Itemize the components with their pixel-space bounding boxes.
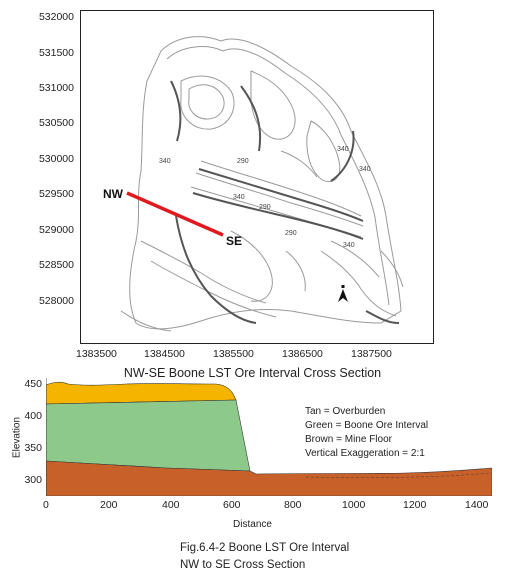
map-x-tick: 1383500 (76, 348, 117, 360)
contour-label: 290 (259, 204, 271, 211)
contour-label: 290 (285, 230, 297, 237)
legend-item-exaggeration: Vertical Exaggeration = 2:1 (305, 448, 425, 459)
map-x-tick: 1385500 (213, 348, 254, 360)
xs-x-tick: 800 (284, 499, 302, 511)
section-start-label: NW (103, 187, 124, 201)
xs-x-tick: 0 (43, 499, 49, 511)
contour-map: 340 340 340 340 340 290 290 290 NW SE (80, 10, 434, 344)
xs-y-tick: 450 (24, 378, 42, 390)
map-y-tick: 528000 (38, 295, 74, 307)
cross-section-plot (46, 378, 492, 496)
cross-section-x-axis: 0 200 400 600 800 1000 1200 1400 (0, 500, 505, 514)
cross-section-title: NW-SE Boone LST Ore Interval Cross Secti… (123, 366, 382, 380)
section-line (126, 191, 224, 237)
map-y-tick: 530000 (38, 153, 74, 165)
map-x-axis: 1383500 1384500 1385500 1386500 1387500 (0, 349, 505, 363)
north-arrow-icon (338, 285, 348, 302)
cross-section-legend: Tan = Overburden Green = Boone Ore Inter… (305, 407, 495, 459)
contour-map-drawing: 340 340 340 340 340 290 290 290 NW SE (103, 36, 404, 332)
map-y-tick: 531000 (38, 82, 74, 94)
contour-label: 340 (343, 242, 355, 249)
map-x-tick: 1386500 (282, 348, 323, 360)
xs-x-tick: 600 (223, 499, 241, 511)
map-x-tick: 1387500 (351, 348, 392, 360)
map-y-tick: 529500 (38, 188, 74, 200)
mine-floor-layer (46, 460, 492, 496)
legend-item-overburden: Tan = Overburden (305, 406, 386, 417)
section-end-label: SE (226, 234, 242, 248)
contour-label: 340 (159, 158, 171, 165)
xs-y-tick: 350 (24, 442, 42, 454)
xs-x-tick: 1000 (342, 499, 366, 511)
cross-section-xlabel: Distance (233, 519, 272, 530)
map-x-tick: 1384500 (144, 348, 185, 360)
figure-caption-line1: Fig.6.4-2 Boone LST Ore Interval (180, 542, 350, 554)
figure-caption-line2: NW to SE Cross Section (180, 559, 306, 571)
overburden-layer (46, 381, 237, 405)
map-y-tick: 530500 (38, 117, 74, 129)
floor-trace (305, 472, 492, 478)
contour-label: 340 (337, 146, 349, 153)
xs-x-tick: 1400 (465, 499, 489, 511)
map-y-tick: 531500 (38, 47, 74, 59)
map-y-tick: 528500 (38, 259, 74, 271)
cross-section-y-axis: 450 400 350 300 (0, 377, 42, 497)
xs-y-tick: 400 (24, 410, 42, 422)
legend-item-ore: Green = Boone Ore Interval (305, 420, 429, 431)
legend-item-floor: Brown = Mine Floor (305, 434, 392, 445)
contour-label: 340 (233, 194, 245, 201)
xs-y-tick: 300 (24, 474, 42, 486)
xs-x-tick: 400 (162, 499, 180, 511)
contour-label: 340 (359, 166, 371, 173)
map-y-tick: 529000 (38, 224, 74, 236)
xs-x-tick: 1200 (403, 499, 427, 511)
map-y-tick: 532000 (38, 11, 74, 23)
map-y-axis: 532000 531500 531000 530500 530000 52950… (0, 10, 74, 344)
ore-interval-layer (46, 399, 251, 472)
xs-x-tick: 200 (100, 499, 118, 511)
contour-label: 290 (237, 158, 249, 165)
